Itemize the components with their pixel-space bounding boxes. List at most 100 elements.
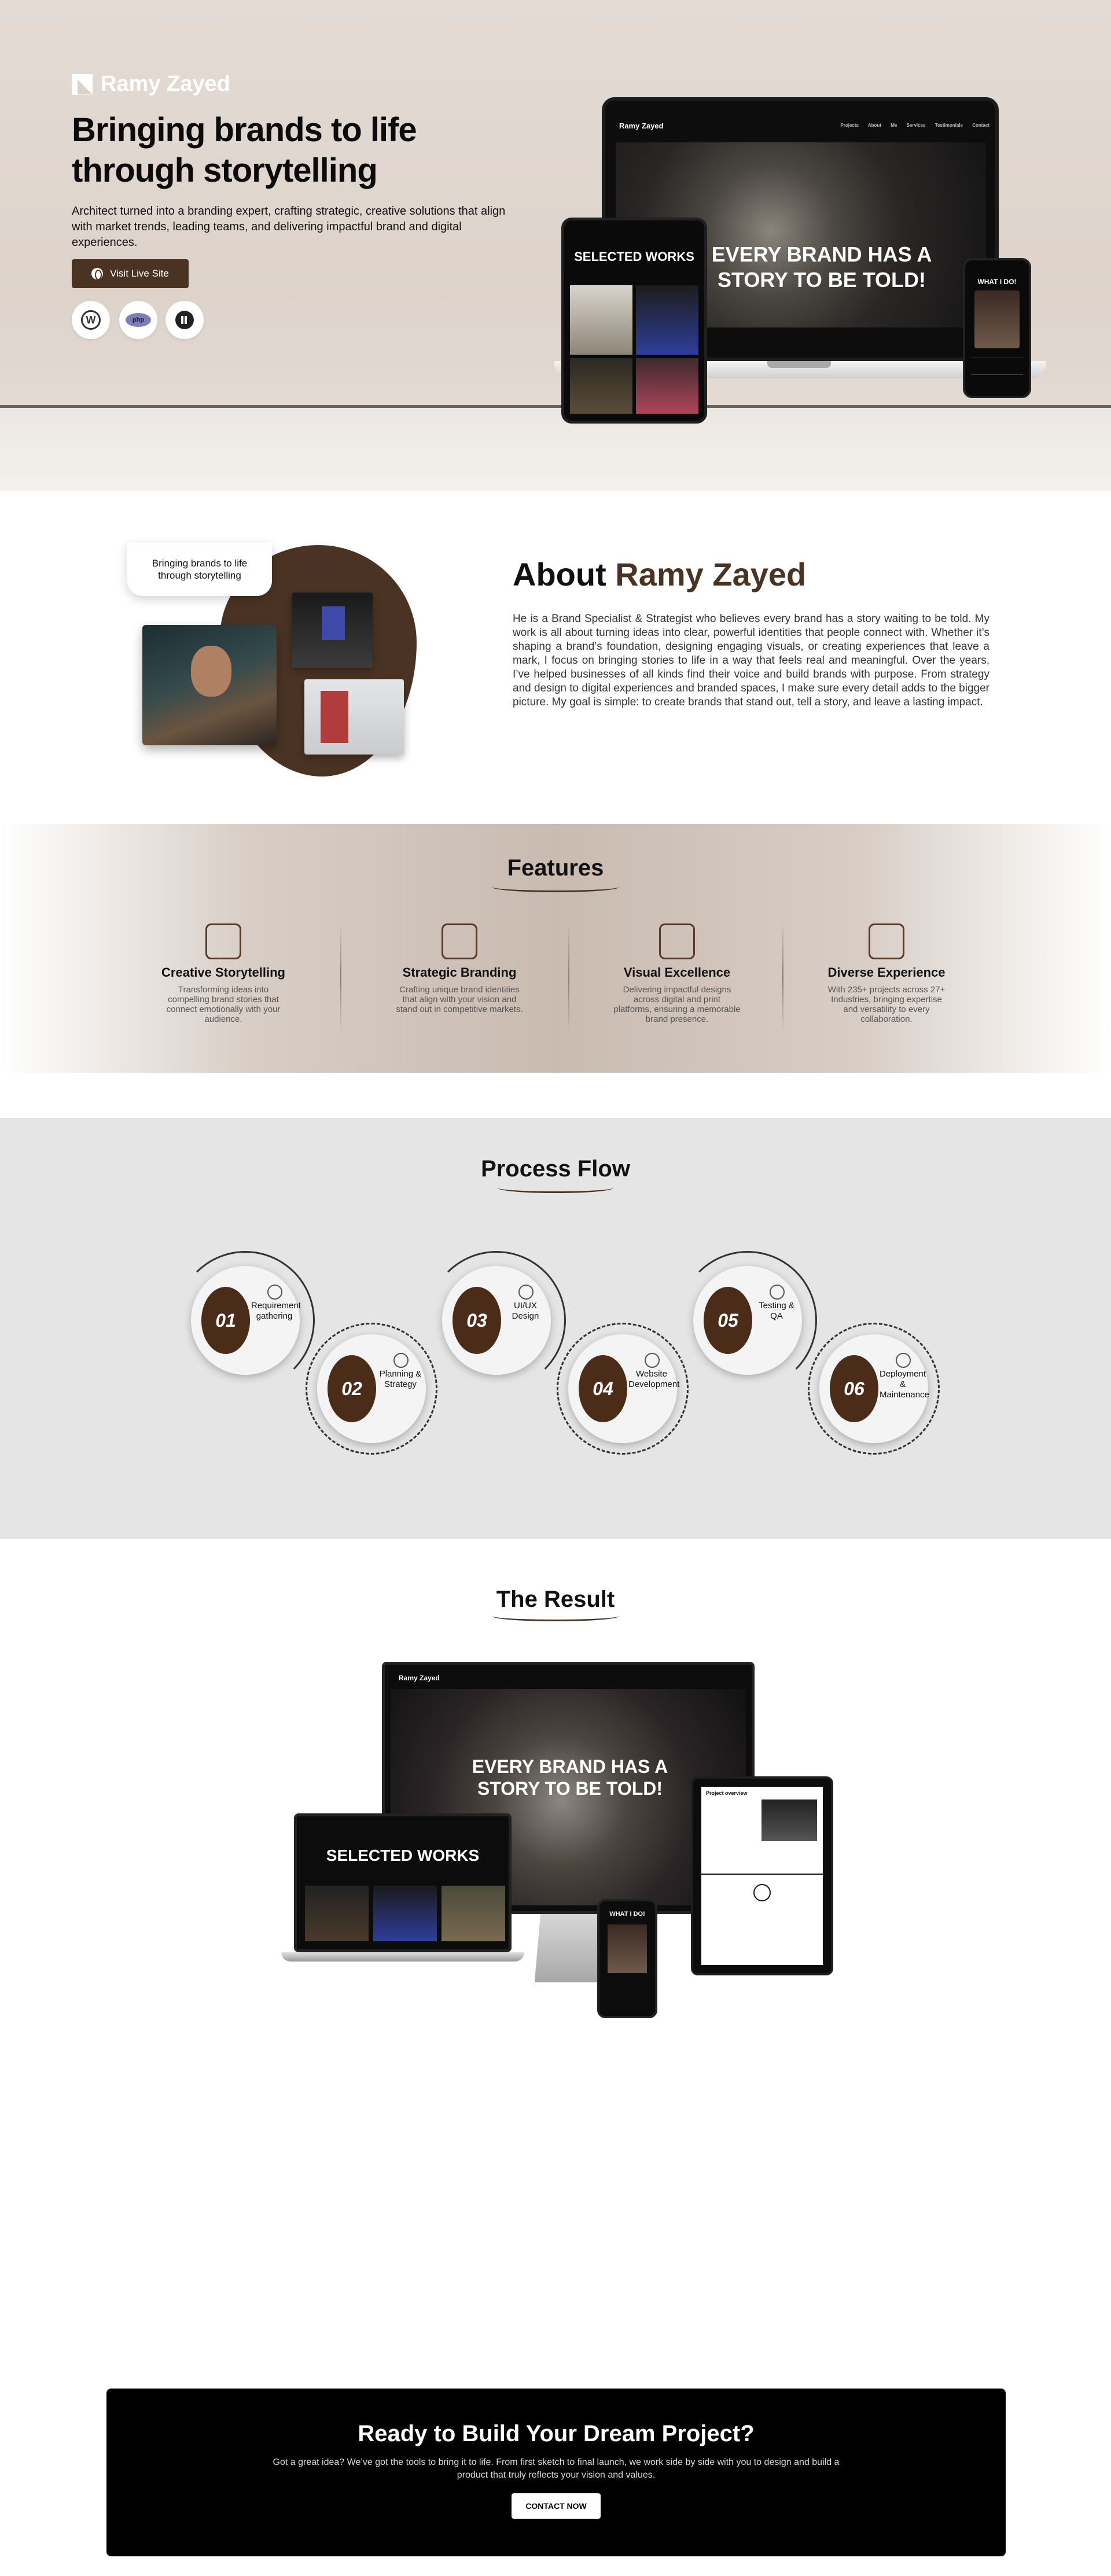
step-label: Deployment & Maintenance: [880, 1369, 929, 1400]
process-step: 04 Website Development: [557, 1323, 689, 1455]
about-title-prefix: About: [513, 556, 606, 593]
wordpress-icon: W: [81, 310, 101, 330]
wordpress-tool: W: [72, 301, 110, 339]
lightbulb-icon: [393, 1353, 409, 1368]
step-disc: 06 Deployment & Maintenance: [819, 1334, 929, 1443]
cta-title: Ready to Build Your Dream Project?: [358, 2421, 755, 2446]
hero-title-line1: Bringing brands to life: [72, 111, 417, 149]
feature-title: Visual Excellence: [623, 965, 731, 980]
result-section: The Result Ramy Zayed EVERY BRAND HAS A …: [0, 1539, 1111, 2100]
feature-text: Transforming ideas into compelling brand…: [166, 985, 281, 1024]
network-icon: [896, 1353, 911, 1368]
tablet-heading: Project overview: [706, 1790, 748, 1796]
feature-item: Creative Storytelling Transforming ideas…: [137, 923, 310, 1024]
php-tool: php: [119, 301, 157, 339]
mock-nav-links: Projects About Me Services Testimonials …: [840, 123, 989, 128]
features-title: Features: [507, 855, 604, 881]
features-section: Features Creative Storytelling Transform…: [0, 824, 1111, 1073]
step-dash: [306, 1323, 437, 1455]
feature-title: Strategic Branding: [402, 965, 517, 980]
monitor-stand: [534, 1914, 606, 1982]
visit-live-site-button[interactable]: Visit Live Site: [72, 259, 189, 288]
feature-text: Delivering impactful designs across digi…: [613, 985, 741, 1024]
mock-thumb: [305, 1886, 369, 1941]
step-number: 02: [328, 1355, 376, 1422]
hero-section: Ramy Zayed Bringing brands to life throu…: [0, 0, 1111, 491]
tablet-page: Project overview: [701, 1787, 823, 1965]
feature-title: Creative Storytelling: [161, 965, 285, 980]
process-step: 03 UI/UX Design: [427, 1251, 566, 1390]
design-icon: [518, 1285, 534, 1300]
feature-divider: [340, 922, 341, 1032]
step-disc: 01 Requirement gathering: [191, 1266, 301, 1375]
result-laptop-mockup: SELECTED WORKS: [294, 1813, 512, 1952]
about-work-image-1: [292, 593, 373, 668]
tablet-logo-icon: [753, 1884, 771, 1901]
mock-phone-title: WHAT I DO!: [977, 278, 1017, 286]
elementor-tool: [165, 301, 204, 339]
about-body: He is a Brand Specialist & Strategist wh…: [513, 613, 989, 708]
hero-description: Architect turned into a branding expert,…: [72, 205, 506, 249]
brand-logo[interactable]: Ramy Zayed: [72, 72, 230, 97]
step-disc: 02 Planning & Strategy: [317, 1334, 426, 1443]
step-label: Requirement gathering: [251, 1301, 301, 1321]
about-portrait: [142, 625, 277, 745]
step-number: 01: [201, 1287, 250, 1354]
mock-headline: EVERY BRAND HAS A STORY TO BE TOLD!: [711, 242, 932, 292]
mock-thumb: [442, 1886, 505, 1941]
feature-text: Crafting unique brand identities that al…: [396, 985, 523, 1014]
mock-tablet-title: SELECTED WORKS: [574, 249, 694, 264]
about-work-image-2: [304, 679, 404, 755]
cta-text: Got a great idea? We’ve got the tools to…: [273, 2457, 840, 2480]
search-icon: [267, 1285, 282, 1300]
step-arc: [176, 1251, 315, 1390]
laptop-selected-works: SELECTED WORKS: [326, 1846, 480, 1864]
storytelling-icon: [205, 923, 241, 959]
contact-now-button[interactable]: CONTACT NOW: [512, 2493, 601, 2519]
feature-item: Visual Excellence Delivering impactful d…: [590, 923, 764, 1024]
feature-item: Strategic Branding Crafting unique brand…: [373, 923, 546, 1014]
about-tagline-card: Bringing brands to life through storytel…: [127, 543, 272, 596]
laptop-base: [281, 1952, 524, 1962]
monitor-headline: EVERY BRAND HAS A STORY TO BE TOLD!: [472, 1756, 668, 1799]
tablet-divider: [701, 1874, 823, 1875]
step-label: Testing & QA: [759, 1301, 794, 1321]
process-step: 05 Testing & QA: [678, 1251, 817, 1390]
step-number: 04: [579, 1355, 627, 1422]
testing-icon: [770, 1285, 785, 1300]
laptop-notch: [767, 361, 831, 368]
step-number: 03: [453, 1287, 501, 1354]
hero-phone-mockup: WHAT I DO!: [963, 258, 1031, 398]
mock-phone-text: [971, 358, 1023, 375]
mock-nav: Ramy Zayed Projects About Me Services Te…: [619, 122, 989, 133]
mock-thumb: [570, 285, 632, 355]
monitor-nav-brand: Ramy Zayed: [399, 1674, 440, 1682]
step-dash: [808, 1323, 940, 1455]
mock-thumb: [570, 358, 632, 414]
portrait-face: [191, 646, 231, 697]
hero-title-line2: through storytelling: [72, 152, 378, 189]
experience-icon: [869, 923, 904, 959]
phone-title: WHAT I DO!: [609, 1911, 645, 1918]
process-step: 02 Planning & Strategy: [306, 1323, 437, 1455]
hero-tablet-mockup: SELECTED WORKS: [561, 218, 707, 424]
process-step: 01 Requirement gathering: [176, 1251, 315, 1390]
step-arc: [678, 1251, 817, 1390]
globe-icon: [91, 268, 104, 280]
mock-thumb: [636, 285, 698, 355]
step-label: UI/UX Design: [512, 1301, 539, 1321]
logo-mark-icon: [72, 73, 93, 95]
branding-icon: [442, 923, 477, 959]
elementor-icon: [175, 311, 194, 329]
process-title: Process Flow: [481, 1156, 630, 1182]
result-phone-mockup: WHAT I DO!: [597, 1899, 657, 2018]
mock-thumb: [373, 1886, 437, 1941]
mock-thumb: [636, 358, 698, 414]
step-label: Website Development: [628, 1369, 680, 1389]
step-number: 05: [704, 1287, 752, 1354]
hero-title: Bringing brands to life through storytel…: [72, 110, 512, 191]
process-step: 06 Deployment & Maintenance: [808, 1323, 940, 1455]
brand-name: Ramy Zayed: [101, 72, 230, 96]
feature-text: With 235+ projects across 27+ Industries…: [827, 985, 946, 1024]
visit-live-site-label: Visit Live Site: [110, 268, 169, 279]
